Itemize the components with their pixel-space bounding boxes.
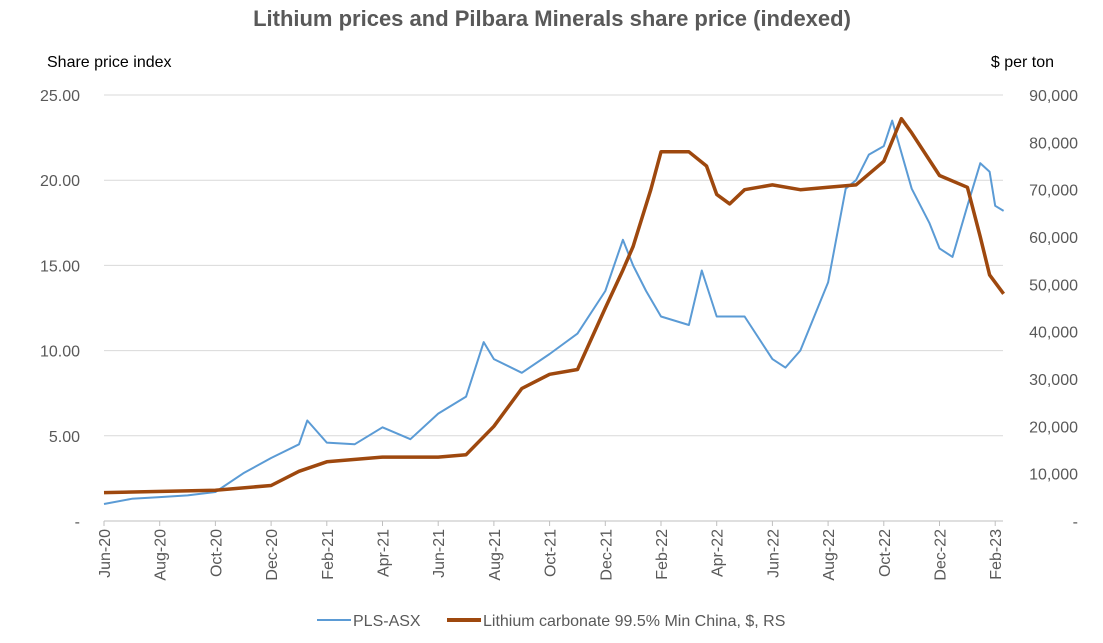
y-axis-label: Share price index <box>47 54 172 71</box>
lithium-carbonate-line <box>103 116 1006 495</box>
x-tick-label: Feb-22 <box>654 529 671 580</box>
y2-tick-label: 10,000 <box>1029 467 1078 484</box>
x-tick-label: Dec-21 <box>598 529 615 581</box>
y-tick-label: 5.00 <box>49 429 80 446</box>
x-tick-label: Dec-20 <box>264 529 281 581</box>
x-tick-label: Jun-20 <box>97 529 114 578</box>
x-tick-label: Apr-21 <box>376 529 393 577</box>
x-tick-label: Aug-20 <box>153 529 170 581</box>
legend-label-lithium: Lithium carbonate 99.5% Min China, $, RS <box>483 613 785 630</box>
x-tick-label: Oct-20 <box>208 529 225 577</box>
y2-tick-label: 20,000 <box>1029 419 1078 436</box>
x-tick-label: Dec-22 <box>933 529 950 581</box>
legend-label-pls: PLS-ASX <box>353 613 421 630</box>
y2-axis-label: $ per ton <box>991 54 1054 71</box>
legend: PLS-ASX Lithium carbonate 99.5% Min Chin… <box>317 613 785 630</box>
y2-tick-label: 60,000 <box>1029 230 1078 247</box>
x-tick-label: Aug-21 <box>487 529 504 581</box>
y-tick-label: - <box>75 514 80 531</box>
y2-tick-label: 80,000 <box>1029 135 1078 152</box>
x-tick-label: Jun-21 <box>431 529 448 578</box>
y-tick-label: 25.00 <box>40 88 80 105</box>
x-tick-label: Oct-22 <box>877 529 894 577</box>
y2-tick-label: 30,000 <box>1029 372 1078 389</box>
y2-tick-label: - <box>1073 514 1078 531</box>
y2-tick-label: 70,000 <box>1029 183 1078 200</box>
y-tick-label: 10.00 <box>40 344 80 361</box>
y2-tick-label: 90,000 <box>1029 88 1078 105</box>
y2-tick-label: 40,000 <box>1029 325 1078 342</box>
x-tick-label: Jun-22 <box>765 529 782 578</box>
x-tick-label: Feb-21 <box>320 529 337 580</box>
x-tick-label: Aug-22 <box>821 529 838 581</box>
chart-title: Lithium prices and Pilbara Minerals shar… <box>253 6 851 31</box>
y-tick-label: 15.00 <box>40 258 80 275</box>
x-tick-label: Feb-23 <box>988 529 1005 580</box>
y-tick-label: 20.00 <box>40 173 80 190</box>
pls-asx-line <box>103 119 1005 505</box>
y2-tick-label: 50,000 <box>1029 277 1078 294</box>
x-tick-label: Oct-21 <box>543 529 560 577</box>
x-tick-label: Apr-22 <box>710 529 727 577</box>
